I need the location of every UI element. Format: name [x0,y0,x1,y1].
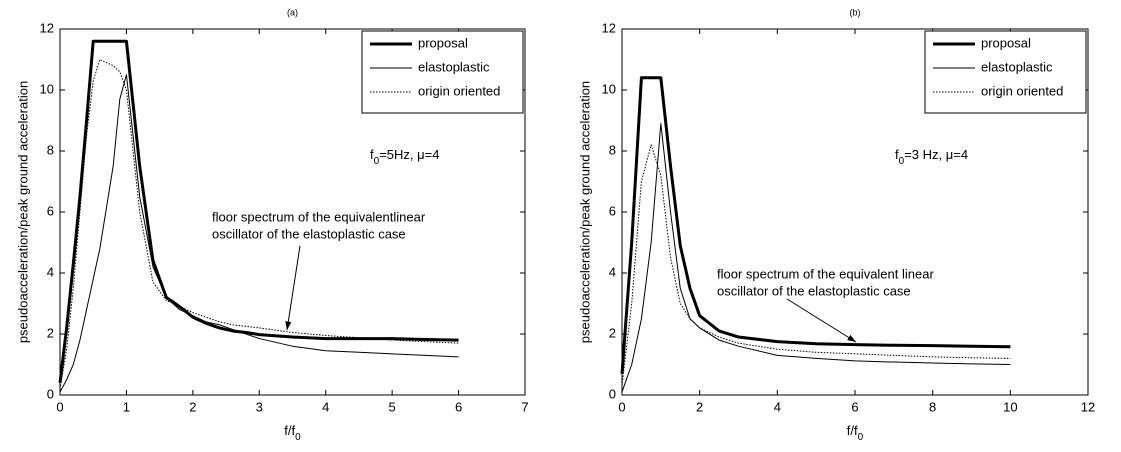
arrow-head [847,334,856,342]
x-tick-label: 7 [521,399,528,414]
legend-label: elastoplastic [418,59,490,74]
series-line [59,74,459,393]
text-part: 0 [899,156,905,167]
x-tick-label: 12 [1081,399,1095,414]
arrow-head [285,321,292,330]
y-tick-label: 8 [47,142,54,157]
arrow-shaft [786,298,857,343]
subplot: (a)0 1 2 3 4 5 6 7024681012f/f0pseudoaccelerati… [15,7,528,443]
annotation: f0=3 Hz, μ=4 [895,147,968,167]
x-tick-label: 6 [455,399,462,414]
y-tick-label: 12 [40,20,54,35]
annotation: floor spectrum of the equivalent linear [717,266,934,281]
y-tick-label: 6 [609,203,616,218]
text-part: 0 [858,432,864,443]
annotation: oscillator of the elastoplastic case [212,226,406,241]
x-tick-label: 0 [618,399,625,414]
series-line [621,123,1011,393]
x-tick-label: 2 [696,399,703,414]
series-line [58,39,459,383]
annotation: f0=5Hz, μ=4 [370,147,439,167]
text-part: f [895,147,899,162]
text-part: f [370,147,374,162]
x-tick-label: 0 [56,399,63,414]
x-tick-label: 10 [1003,399,1017,414]
legend-label: proposal [418,35,468,50]
annotation: floor spectrum of the equivalentlinear [212,209,426,224]
x-tick-label: 5 [389,399,396,414]
legend-label: proposal [981,35,1031,50]
x-tick-label: 6 [851,399,858,414]
y-tick-label: 4 [47,264,54,279]
legend-label: origin oriented [418,83,500,98]
y-axis-label: pseudoacceleration/peak ground accelerat… [577,81,592,343]
text-part: f/f [284,423,295,438]
annotation: oscillator of the elastoplastic case [717,283,911,298]
y-tick-label: 6 [47,203,54,218]
series-line [621,144,1011,386]
y-tick-label: 4 [609,264,616,279]
y-axis-label: pseudoacceleration/peak ground accelerat… [15,81,30,343]
text-part: =3 Hz, μ=4 [904,147,968,162]
x-tick-label: 4 [322,399,329,414]
legend-label: elastoplastic [981,59,1053,74]
x-tick-label: 1 [123,399,130,414]
x-tick-label: 4 [774,399,781,414]
y-tick-label: 2 [609,325,616,340]
text-part: 0 [295,432,301,443]
arrow-shaft [286,245,301,331]
text-part: 0 [374,156,380,167]
text-part: =5Hz, μ=4 [379,147,439,162]
series-line [620,76,1011,374]
y-tick-label: 10 [602,81,616,96]
chart-title: (a) [287,7,298,17]
x-tick-label: 8 [929,399,936,414]
x-axis-label: f/f0 [847,423,864,443]
y-tick-label: 2 [47,325,54,340]
text-part: f/f [847,423,858,438]
legend-label: origin oriented [981,83,1063,98]
y-tick-label: 10 [40,81,54,96]
chart-title: (b) [850,7,861,17]
y-tick-label: 12 [602,20,616,35]
subplot: (b)0 2 4 6 8 10 12024681012f/f0pseudoaccelerat… [577,7,1095,443]
y-tick-label: 0 [609,386,616,401]
x-axis-label: f/f0 [284,423,301,443]
x-tick-label: 2 [189,399,196,414]
series-line [59,59,459,389]
y-tick-label: 0 [47,386,54,401]
y-tick-label: 8 [609,142,616,157]
x-tick-label: 3 [256,399,263,414]
